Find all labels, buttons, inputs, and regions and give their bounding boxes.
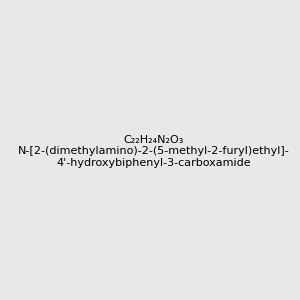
Text: C₂₂H₂₄N₂O₃
N-[2-(dimethylamino)-2-(5-methyl-2-furyl)ethyl]-
4'-hydroxybiphenyl-3: C₂₂H₂₄N₂O₃ N-[2-(dimethylamino)-2-(5-met… [18, 135, 290, 168]
